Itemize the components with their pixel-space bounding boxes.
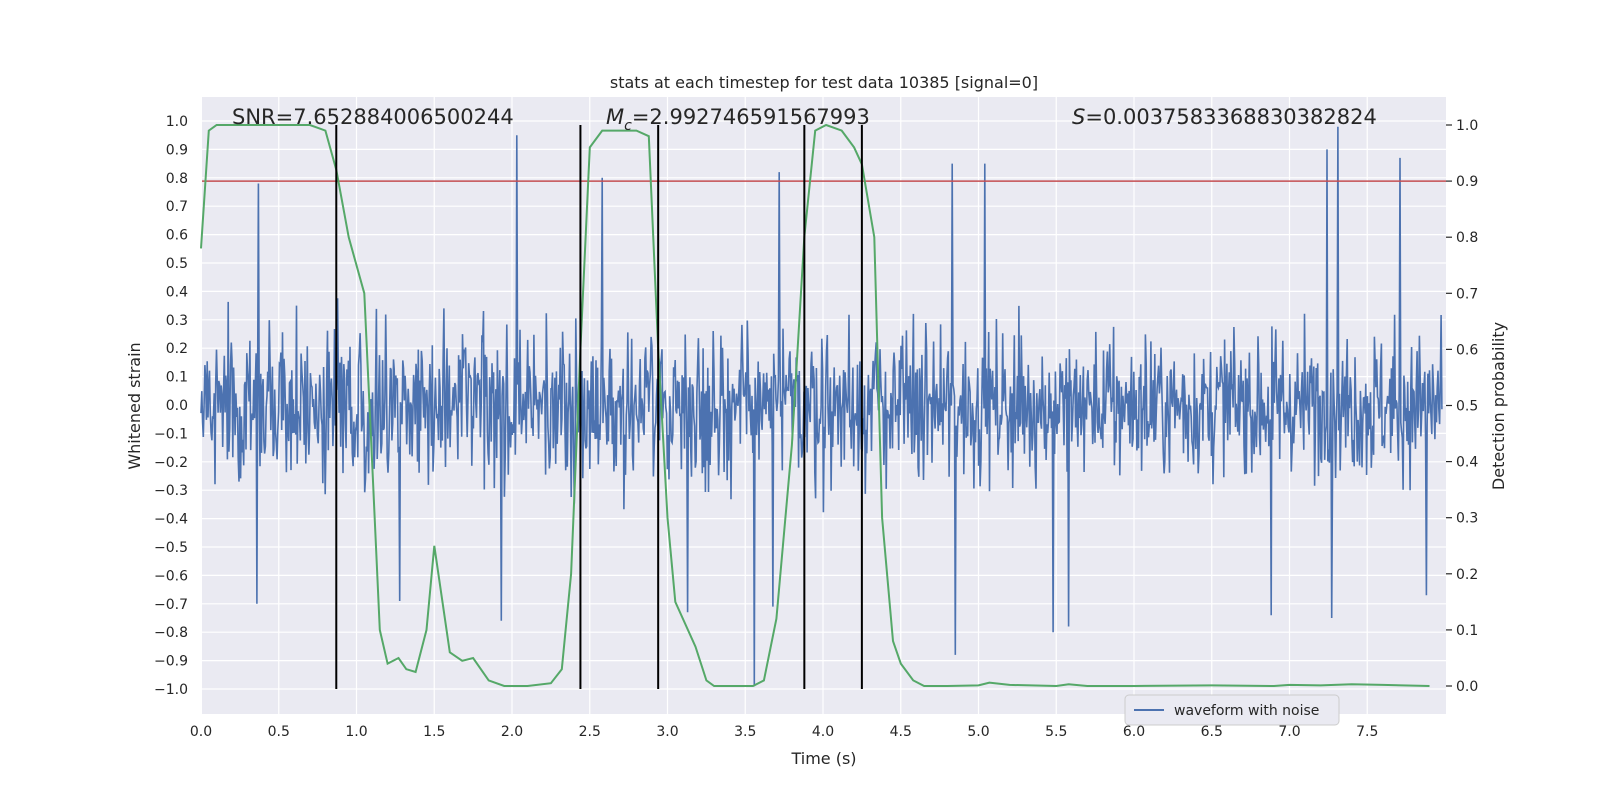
y-left-tick-label: 0.9 <box>166 142 188 158</box>
y-left-tick-label: 0.2 <box>166 341 188 357</box>
chirp-mass-subscript: c <box>624 118 632 134</box>
y-right-tick-label: 0.8 <box>1456 230 1478 246</box>
y-left-tick-label: 1.0 <box>166 114 188 130</box>
probability-line <box>200 123 1430 688</box>
y-left-tick-label: −1.0 <box>154 682 188 698</box>
x-tick-label: 2.5 <box>579 724 601 740</box>
chirp-mass-annotation: Mc=2.992746591567993 <box>606 105 870 134</box>
y-left-tick-label: −0.3 <box>154 483 188 499</box>
y-left-tick-label: −0.4 <box>154 512 188 528</box>
y-right-tick-label: 0.5 <box>1456 399 1478 415</box>
x-tick-label: 5.0 <box>967 724 989 740</box>
chart-title: stats at each timestep for test data 103… <box>610 73 1038 92</box>
y-right-tick-labels: 1.0 0.9 0.8 0.7 0.6 0.5 0.4 0.3 0.2 0.1 0.0 <box>1446 118 1478 695</box>
y-right-tick-label: 0.3 <box>1456 511 1478 527</box>
x-tick-label: 3.0 <box>656 724 678 740</box>
x-tick-label: 2.0 <box>501 724 523 740</box>
probability-series <box>200 123 1430 688</box>
s-value: =0.0037583368830382824 <box>1085 105 1377 129</box>
y-left-tick-label: 0.4 <box>166 284 188 300</box>
x-tick-label: 3.5 <box>734 724 756 740</box>
vertical-markers <box>335 125 863 689</box>
x-tick-labels: 0.0 0.5 1.0 1.5 2.0 2.5 3.0 3.5 4.0 4.5 5.0 5.5 6.0 6… <box>190 724 1379 740</box>
legend-label: waveform with noise <box>1174 703 1319 719</box>
x-tick-label: 6.5 <box>1201 724 1223 740</box>
chirp-mass-symbol: M <box>606 105 624 129</box>
y-right-tick-label: 0.2 <box>1456 567 1478 583</box>
legend-box <box>1124 694 1340 726</box>
x-tick-label: 4.0 <box>812 724 834 740</box>
y-left-axis-label: Whitened strain <box>125 342 144 469</box>
x-tick-label: 1.0 <box>345 724 367 740</box>
x-tick-label: 7.0 <box>1278 724 1300 740</box>
y-left-tick-label: −0.7 <box>154 597 188 613</box>
y-left-tick-label: 0.5 <box>166 256 188 272</box>
y-left-tick-label: 0.7 <box>166 199 188 215</box>
y-right-axis-label: Detection probability <box>1489 322 1508 490</box>
waveform-series <box>200 126 1443 687</box>
chirp-mass-value: =2.992746591567993 <box>632 105 870 129</box>
y-left-tick-label: 0.0 <box>166 398 188 414</box>
y-left-tick-label: −0.9 <box>154 654 188 670</box>
y-right-tick-label: 0.9 <box>1456 174 1478 190</box>
x-axis-label: Time (s) <box>790 749 856 768</box>
y-right-tick-label: 0.6 <box>1456 342 1478 358</box>
x-tick-label: 0.0 <box>190 724 212 740</box>
y-left-tick-label: 0.3 <box>166 313 188 329</box>
x-tick-label: 0.5 <box>268 724 290 740</box>
s-annotation: S=0.0037583368830382824 <box>1072 105 1377 129</box>
x-tick-label: 4.5 <box>890 724 912 740</box>
y-left-tick-label: −0.5 <box>154 540 188 556</box>
y-right-tick-label: 0.4 <box>1456 455 1478 471</box>
x-tick-label: 5.5 <box>1045 724 1067 740</box>
y-left-tick-label: 0.8 <box>166 171 188 187</box>
y-left-tick-labels: 1.0 0.9 0.8 0.7 0.6 0.5 0.4 0.3 0.2 0.1 0.0 −0.1 −0.… <box>154 114 188 698</box>
y-left-tick-label: −0.8 <box>154 625 188 641</box>
snr-annotation: SNR=7.652884006500244 <box>232 105 514 129</box>
y-left-tick-label: −0.6 <box>154 568 188 584</box>
x-tick-label: 6.0 <box>1123 724 1145 740</box>
y-left-tick-label: 0.1 <box>166 370 188 386</box>
waveform-line <box>200 126 1443 687</box>
y-right-tick-label: 0.7 <box>1456 286 1478 302</box>
s-symbol: S <box>1072 105 1085 129</box>
y-left-tick-label: −0.1 <box>154 426 188 442</box>
y-right-tick-label: 0.0 <box>1456 679 1478 695</box>
y-right-tick-label: 1.0 <box>1456 118 1478 134</box>
x-tick-label: 7.5 <box>1356 724 1378 740</box>
x-tick-label: 1.5 <box>423 724 445 740</box>
y-left-tick-label: −0.2 <box>154 455 188 471</box>
y-left-tick-label: 0.6 <box>166 228 188 244</box>
y-right-tick-label: 0.1 <box>1456 623 1478 639</box>
legend: waveform with noise <box>1124 694 1340 726</box>
